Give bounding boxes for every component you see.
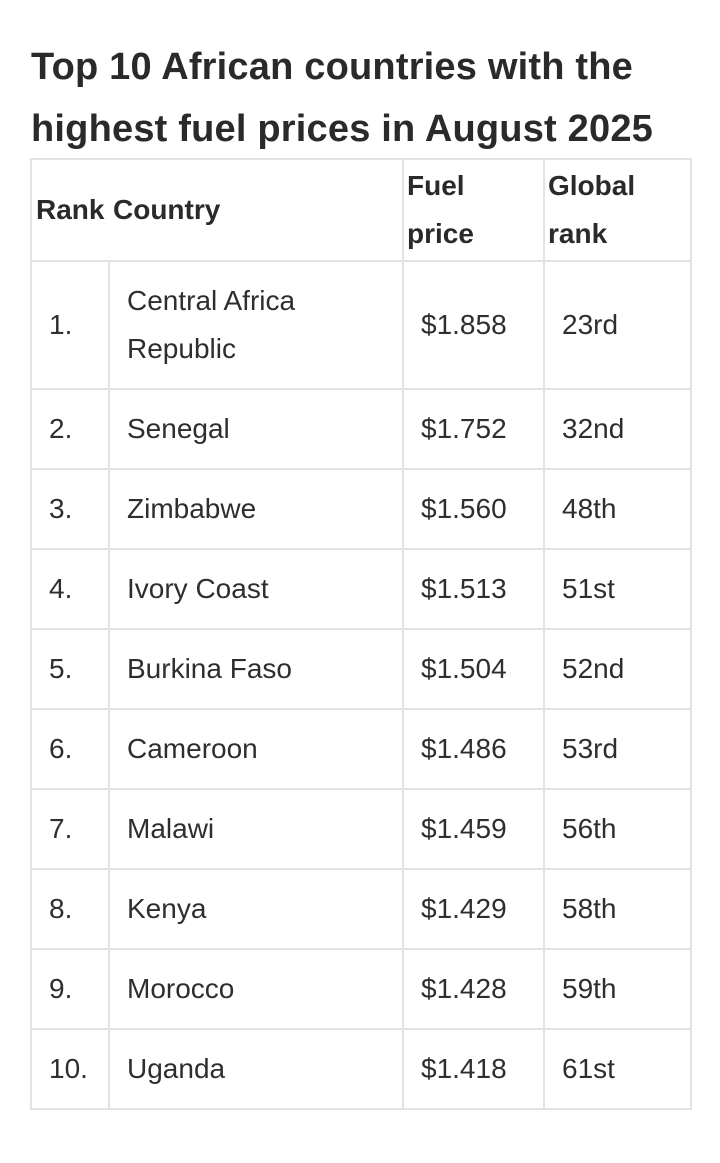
- cell-country: Burkina Faso: [108, 628, 404, 710]
- cell-global-rank: 48th: [543, 468, 692, 550]
- cell-fuel-price: $1.752: [402, 388, 545, 470]
- header-country: Country: [109, 158, 404, 262]
- cell-fuel-price: $1.459: [402, 788, 545, 870]
- cell-fuel-price: $1.513: [402, 548, 545, 630]
- cell-country: Ivory Coast: [108, 548, 404, 630]
- cell-country: Cameroon: [108, 708, 404, 790]
- cell-global-rank: 59th: [543, 948, 692, 1030]
- table-row: 4. Ivory Coast $1.513 51st: [30, 548, 692, 630]
- cell-rank: 2.: [30, 388, 110, 470]
- table-row: 5. Burkina Faso $1.504 52nd: [30, 628, 692, 710]
- header-global-rank-line2: rank: [548, 218, 608, 249]
- cell-country: Kenya: [108, 868, 404, 950]
- cell-country: Uganda: [108, 1028, 404, 1110]
- cell-global-rank: 52nd: [543, 628, 692, 710]
- header-global-rank: Global rank: [543, 158, 692, 262]
- cell-global-rank: 61st: [543, 1028, 692, 1110]
- cell-fuel-price: $1.858: [402, 260, 545, 390]
- cell-rank: 9.: [30, 948, 110, 1030]
- cell-country: Zimbabwe: [108, 468, 404, 550]
- cell-global-rank: 51st: [543, 548, 692, 630]
- cell-global-rank: 23rd: [543, 260, 692, 390]
- cell-country-line2: Republic: [127, 333, 236, 364]
- cell-global-rank: 53rd: [543, 708, 692, 790]
- cell-rank: 3.: [30, 468, 110, 550]
- cell-fuel-price: $1.418: [402, 1028, 545, 1110]
- cell-fuel-price: $1.560: [402, 468, 545, 550]
- cell-country: Malawi: [108, 788, 404, 870]
- cell-rank: 5.: [30, 628, 110, 710]
- header-rank: Rank: [30, 158, 109, 262]
- cell-country: Central Africa Republic: [108, 260, 404, 390]
- table-row: 7. Malawi $1.459 56th: [30, 788, 692, 870]
- cell-fuel-price: $1.428: [402, 948, 545, 1030]
- table-row: 10. Uganda $1.418 61st: [30, 1028, 692, 1110]
- cell-fuel-price: $1.486: [402, 708, 545, 790]
- cell-global-rank: 56th: [543, 788, 692, 870]
- cell-rank: 1.: [30, 260, 110, 390]
- table-header-row: Rank Country Fuel price Global rank: [30, 158, 692, 262]
- table-row: 8. Kenya $1.429 58th: [30, 868, 692, 950]
- cell-rank: 4.: [30, 548, 110, 630]
- table-row: 6. Cameroon $1.486 53rd: [30, 708, 692, 790]
- cell-rank: 8.: [30, 868, 110, 950]
- cell-rank: 10.: [30, 1028, 110, 1110]
- table-row: 2. Senegal $1.752 32nd: [30, 388, 692, 470]
- fuel-prices-table: Rank Country Fuel price Global rank 1. Cen…: [30, 158, 692, 1110]
- table-row: 3. Zimbabwe $1.560 48th: [30, 468, 692, 550]
- table-row: 9. Morocco $1.428 59th: [30, 948, 692, 1030]
- cell-fuel-price: $1.429: [402, 868, 545, 950]
- cell-rank: 6.: [30, 708, 110, 790]
- page-title: Top 10 African countries with the highes…: [31, 46, 653, 150]
- header-fuel-price-line1: Fuel: [407, 170, 465, 201]
- cell-country: Morocco: [108, 948, 404, 1030]
- cell-global-rank: 58th: [543, 868, 692, 950]
- table-row: 1. Central Africa Republic $1.858 23rd: [30, 260, 692, 390]
- header-fuel-price: Fuel price: [402, 158, 545, 262]
- header-global-rank-line1: Global: [548, 170, 636, 201]
- cell-rank: 7.: [30, 788, 110, 870]
- cell-country: Senegal: [108, 388, 404, 470]
- cell-global-rank: 32nd: [543, 388, 692, 470]
- cell-country-line1: Central Africa: [127, 285, 296, 316]
- header-fuel-price-line2: price: [407, 218, 474, 249]
- cell-fuel-price: $1.504: [402, 628, 545, 710]
